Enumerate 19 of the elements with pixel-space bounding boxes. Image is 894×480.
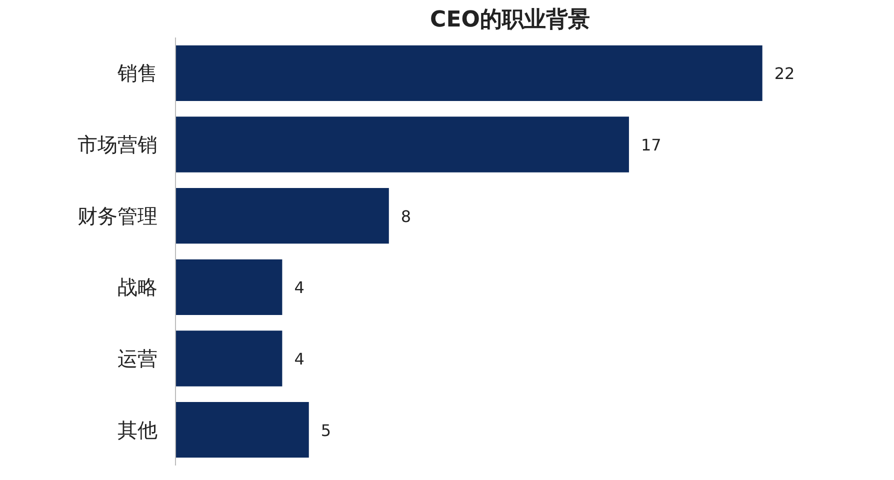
bar bbox=[176, 45, 762, 101]
data-label: 17 bbox=[640, 136, 662, 154]
bar bbox=[176, 402, 309, 458]
data-label: 4 bbox=[294, 350, 304, 368]
y-tick-label: 财务管理 bbox=[78, 204, 158, 228]
y-tick-label: 其他 bbox=[118, 418, 158, 442]
bar bbox=[176, 259, 282, 315]
bar bbox=[176, 188, 389, 244]
data-label: 5 bbox=[320, 420, 332, 440]
y-tick-label: 市场营销 bbox=[78, 132, 158, 156]
data-label: 4 bbox=[294, 278, 304, 298]
chart-title: CEO的职业背景 bbox=[430, 8, 590, 32]
data-label: 8 bbox=[400, 206, 412, 226]
y-tick-label: 销售 bbox=[116, 61, 158, 86]
bar bbox=[176, 116, 629, 172]
data-label: 22 bbox=[774, 64, 795, 84]
y-tick-label: 战略 bbox=[118, 275, 158, 300]
bar bbox=[176, 330, 282, 386]
y-tick-label: 运营 bbox=[118, 346, 158, 370]
